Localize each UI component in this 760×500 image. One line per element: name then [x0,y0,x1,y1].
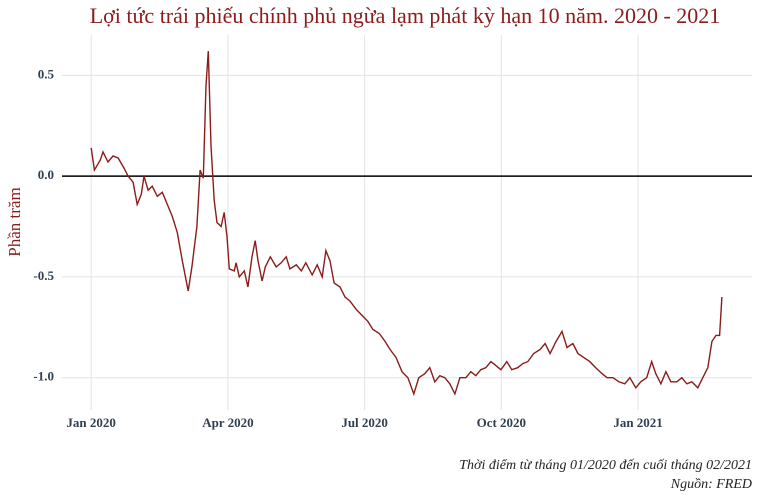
x-tick-label: Jul 2020 [341,415,388,430]
y-axis-label: Phần trăm [5,187,24,256]
y-tick-label: 0.5 [38,66,55,81]
note: Thời điểm từ tháng 01/2020 đến cuối thán… [459,458,752,473]
y-tick-label: -1.0 [33,369,54,384]
x-tick-label: Apr 2020 [202,415,253,430]
y-tick-label: -0.5 [33,268,54,283]
y-tick-label: 0.0 [38,167,54,182]
line [90,51,723,397]
chart-title: Lợi tức trái phiếu chính phủ ngừa lạm ph… [90,3,721,28]
x-tick-label: Oct 2020 [477,415,526,430]
x-tick-label: Jan 2020 [66,415,115,430]
note: Nguồn: FRED [670,477,752,492]
x-tick-label: Jan 2021 [613,415,662,430]
